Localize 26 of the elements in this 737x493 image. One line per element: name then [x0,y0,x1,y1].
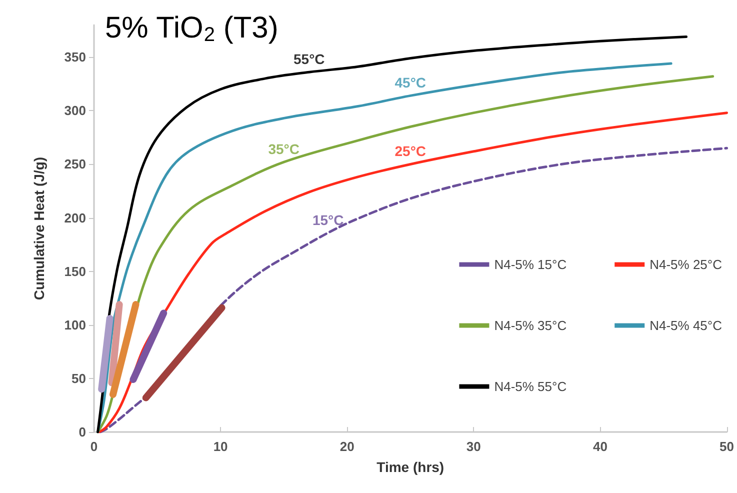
annotation: 55°C [294,51,325,68]
y-tick-label: 300 [64,103,86,118]
x-tick-label: 20 [340,439,354,454]
y-tick-label: 250 [64,156,86,172]
annotation: 35°C [268,141,300,158]
x-tick-label: 40 [592,439,608,454]
y-tick-label: 200 [64,210,86,226]
x-axis-title: Time (hrs) [376,459,444,475]
legend-label: N4-5% 35°C [494,318,567,333]
y-axis-title: Cumulative Heat (J/g) [31,156,47,300]
annotation: 25°C [394,143,426,160]
y-tick-label: 0 [78,424,86,440]
x-tick-label: 10 [213,439,228,454]
x-tick-label: 30 [466,439,481,454]
annotation: 15°C [312,212,344,228]
y-tick-label: 100 [64,317,86,332]
legend-label: N4-5% 45°C [650,318,722,333]
y-tick-label: 350 [64,50,86,65]
legend-label: N4-5% 15°C [494,257,567,272]
y-tick-label: 150 [64,264,86,279]
legend-label: N4-5% 55°C [494,379,567,394]
y-tick-label: 50 [72,370,86,386]
x-tick-label: 0 [90,439,98,454]
x-tick-label: 50 [720,439,734,454]
legend-label: N4-5% 25°C [650,257,722,272]
annotation: 45°C [394,74,426,91]
